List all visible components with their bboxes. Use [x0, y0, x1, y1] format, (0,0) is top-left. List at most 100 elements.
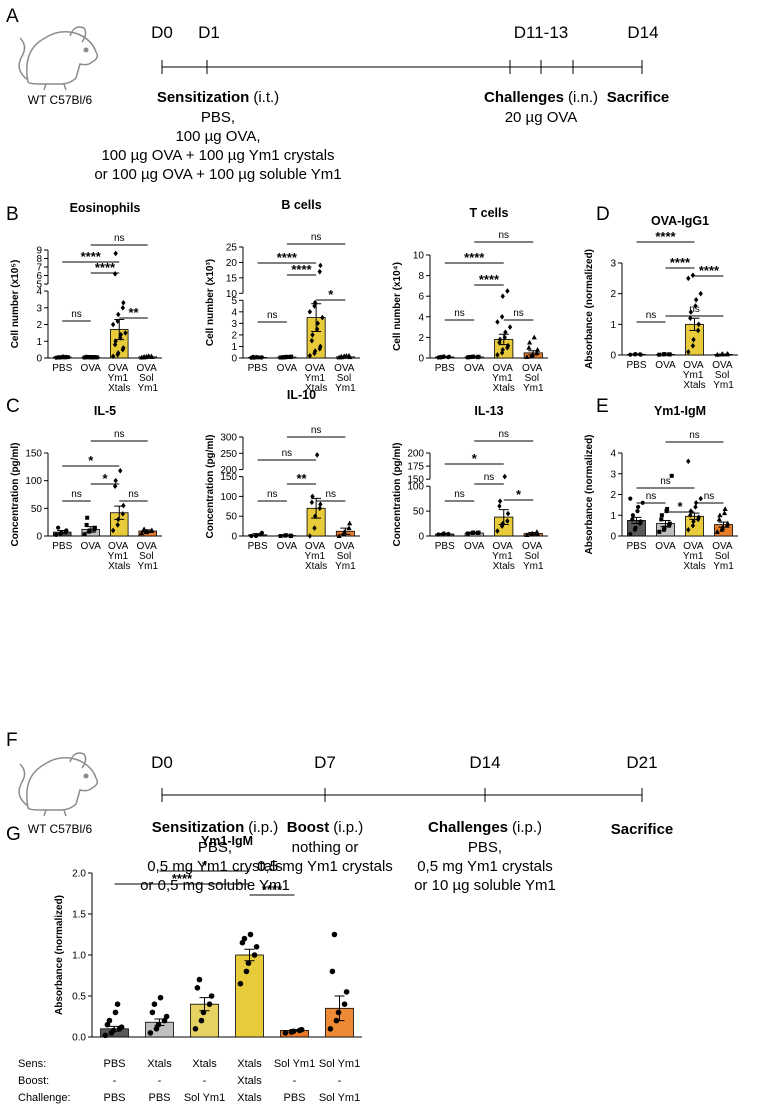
data-point — [495, 352, 500, 358]
data-point — [630, 517, 635, 522]
x-tick-label-line: Ym1 — [713, 380, 734, 391]
data-point — [327, 1026, 334, 1032]
data-point — [87, 528, 92, 533]
y-tick-label: 8 — [418, 271, 424, 282]
day-label: D21 — [626, 753, 657, 772]
x-tick-label-line: Ym1 — [108, 373, 131, 384]
significance-label: ns — [267, 310, 278, 321]
significance-label: ** — [296, 471, 307, 486]
data-point — [628, 496, 633, 501]
data-point — [112, 483, 118, 489]
data-point — [115, 522, 120, 528]
significance-label: ns — [311, 425, 322, 436]
x-tick-label-line: PBS — [435, 363, 455, 374]
data-point — [208, 993, 215, 999]
data-point — [106, 1017, 113, 1024]
data-point — [309, 499, 315, 506]
significance-label: ns — [71, 309, 82, 320]
mouse-icon — [18, 752, 99, 817]
y-axis-label: Concentration (pg/ml) — [10, 443, 21, 547]
x-tick-label-line: Xtals — [305, 383, 327, 394]
data-point — [696, 514, 701, 521]
data-point — [307, 352, 313, 359]
data-point — [282, 1030, 289, 1036]
data-point — [693, 504, 698, 510]
y-tick-label: 9 — [36, 246, 42, 257]
y-tick-label: 100 — [25, 476, 42, 487]
panel-label: G — [6, 824, 21, 845]
y-tick-label: 150 — [220, 472, 237, 483]
data-point — [139, 530, 145, 536]
data-point — [307, 533, 313, 539]
data-point — [318, 501, 323, 508]
data-point — [312, 299, 318, 306]
data-point — [116, 516, 121, 523]
data-point — [497, 498, 503, 504]
data-point — [667, 523, 672, 528]
data-point — [85, 515, 90, 520]
x-tick-label-line: Xtals — [108, 383, 130, 394]
x-tick-label-line: OVA — [334, 363, 357, 374]
data-point — [320, 314, 325, 321]
x-tick-label: OVA — [655, 541, 676, 552]
data-point — [436, 532, 441, 537]
data-point — [630, 513, 635, 518]
data-point — [691, 336, 696, 343]
event-title: Sensitization (i.p.) — [152, 819, 279, 836]
x-tick-label-line: Sol — [139, 373, 156, 384]
event-name: Challenges — [484, 89, 564, 106]
x-tick-label-line: OVA — [492, 363, 515, 374]
data-point — [714, 351, 720, 357]
day-label: D7 — [314, 753, 336, 772]
significance-label: **** — [699, 263, 720, 278]
data-point — [141, 526, 147, 532]
y-tick-label: 2 — [418, 333, 424, 344]
significance-label: * — [202, 858, 208, 873]
event-line: or 10 µg soluble Ym1 — [414, 877, 556, 894]
significance-label: * — [328, 287, 334, 302]
y-tick-label: 20 — [226, 258, 238, 269]
x-tick-label-line: PBS — [435, 541, 455, 552]
data-point — [505, 288, 510, 294]
data-point — [149, 527, 155, 533]
data-point — [695, 327, 701, 334]
x-tick-label: OVA Ym1 Xtals — [492, 363, 515, 394]
significance-label: **** — [81, 249, 102, 264]
significance-label: ns — [646, 491, 657, 502]
data-point — [110, 1027, 117, 1034]
x-tick-label-line: OVA — [464, 363, 485, 374]
data-point — [318, 343, 323, 350]
chart-title: OVA-IgG1 — [651, 214, 709, 228]
x-tick-label-line: OVA — [108, 363, 131, 374]
x-tick-label: OVA Sol Ym1 — [136, 363, 159, 394]
significance-label: ns — [114, 429, 125, 440]
chart-title: IL-13 — [474, 404, 503, 418]
x-tick-label-line: OVA — [81, 541, 102, 552]
x-tick-label-line: PBS — [626, 541, 646, 552]
data-point — [505, 342, 511, 349]
data-point — [343, 353, 349, 358]
x-tick-label: OVA Ym1 Xtals — [108, 541, 131, 572]
x-tick-label: OVA Sol Ym1 — [334, 363, 357, 394]
significance-label: **** — [262, 882, 283, 897]
x-tick-label: Sol Ym1 — [184, 1092, 225, 1104]
data-point — [121, 502, 126, 509]
y-tick-label: 250 — [220, 449, 237, 460]
data-point — [309, 337, 315, 344]
data-point — [686, 526, 691, 533]
data-point — [155, 1021, 162, 1028]
data-point — [476, 354, 481, 359]
x-tick-label: Xtals — [192, 1058, 217, 1070]
data-point — [243, 968, 250, 975]
event-line: PBS, — [201, 109, 235, 126]
bar — [235, 954, 264, 1038]
data-point — [499, 314, 505, 320]
data-point — [497, 503, 502, 509]
data-point — [237, 980, 244, 987]
x-tick-label: PBS — [248, 363, 268, 374]
x-tick-label: Xtals — [237, 1058, 262, 1070]
event-line: 100 µg OVA + 100 µg Ym1 crystals — [101, 147, 334, 164]
x-tick-label-line: Sol — [525, 373, 542, 384]
significance-label: ns — [660, 476, 671, 487]
day-label: D0 — [151, 23, 173, 42]
